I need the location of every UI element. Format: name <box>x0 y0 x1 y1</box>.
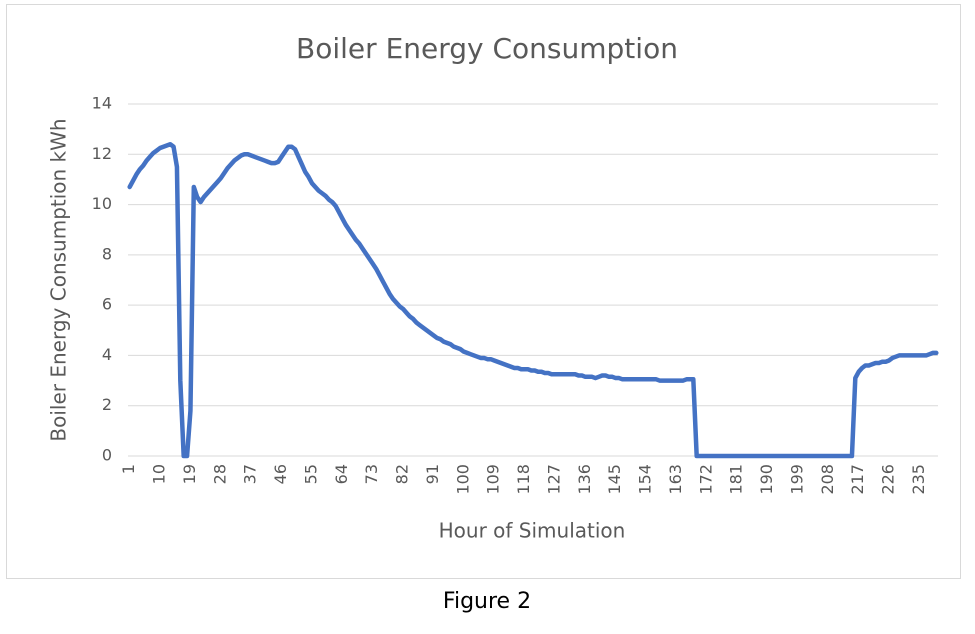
x-tick-label: 28 <box>210 464 229 484</box>
x-tick-label: 10 <box>150 464 169 484</box>
chart-border <box>6 4 961 579</box>
x-tick-label: 73 <box>362 464 381 484</box>
y-tick-label: 2 <box>102 395 112 414</box>
data-line <box>127 141 939 459</box>
y-tick-label: 4 <box>102 345 112 364</box>
x-tick-label: 1 <box>119 464 138 474</box>
x-tick-label: 208 <box>818 464 837 495</box>
x-tick-label: 46 <box>271 464 290 484</box>
y-tick-label: 8 <box>102 244 112 263</box>
x-tick-label: 235 <box>909 464 928 495</box>
x-tick-label: 190 <box>757 464 776 495</box>
x-tick-label: 181 <box>727 464 746 495</box>
x-tick-label: 91 <box>423 464 442 484</box>
x-tick-label: 64 <box>332 464 351 484</box>
y-tick-label: 14 <box>92 94 112 113</box>
chart-title: Boiler Energy Consumption <box>296 32 678 65</box>
y-tick-label: 0 <box>102 446 112 465</box>
x-tick-label: 118 <box>514 464 533 495</box>
x-tick-label: 217 <box>848 464 867 495</box>
x-tick-label: 19 <box>180 464 199 484</box>
y-tick-label: 10 <box>92 194 112 213</box>
x-tick-label: 55 <box>301 464 320 484</box>
x-tick-label: 199 <box>787 464 806 495</box>
caption: Figure 2 <box>443 589 531 614</box>
x-tick-label: 109 <box>484 464 503 495</box>
x-tick-label: 82 <box>393 464 412 484</box>
y-tick-label: 12 <box>92 144 112 163</box>
x-axis-title: Hour of Simulation <box>439 519 626 543</box>
x-tick-label: 145 <box>605 464 624 495</box>
x-tick-label: 100 <box>453 464 472 495</box>
x-tick-label: 163 <box>666 464 685 495</box>
x-tick-label: 136 <box>575 464 594 495</box>
x-tick-label: 172 <box>696 464 715 495</box>
x-tick-label: 154 <box>636 464 655 495</box>
x-tick-label: 226 <box>879 464 898 495</box>
x-tick-label: 37 <box>241 464 260 484</box>
y-tick-label: 6 <box>102 295 112 314</box>
x-tick-label: 127 <box>544 464 563 495</box>
y-axis-title: Boiler Energy Consumption kWh <box>47 118 71 441</box>
